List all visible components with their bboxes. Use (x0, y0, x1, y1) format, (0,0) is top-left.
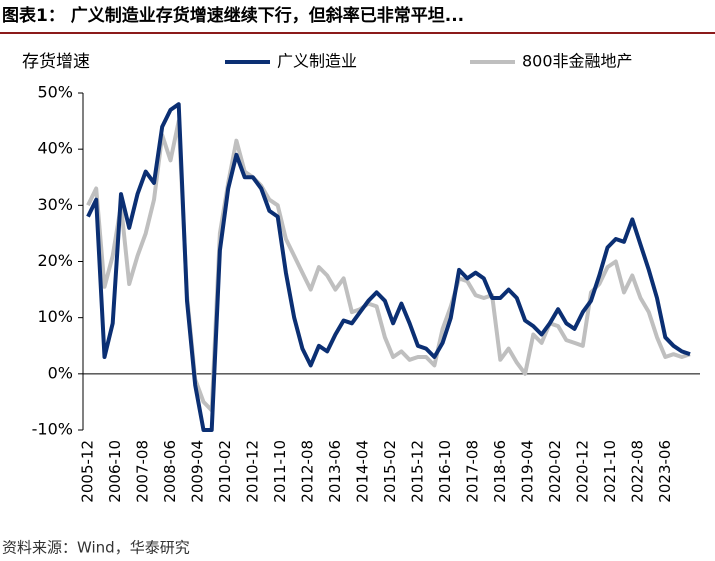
x-tick-label: 2021-10 (601, 440, 619, 503)
x-tick-label: 2023-06 (656, 440, 674, 503)
x-tick-label: 2010-02 (216, 440, 234, 503)
x-tick-label: 2022-08 (628, 440, 646, 503)
x-tick-label: 2005-12 (79, 440, 97, 503)
x-tick-label: 2006-10 (106, 440, 124, 503)
y-tick-label: 40% (37, 139, 73, 158)
x-tick-label: 2015-12 (408, 440, 426, 503)
x-tick-label: 2019-04 (518, 440, 536, 503)
y-tick-label: 20% (37, 251, 73, 270)
y-tick-label: -10% (32, 420, 73, 439)
y-tick-label: 50% (37, 83, 73, 102)
y-axis-label: 存货增速 (22, 52, 90, 72)
y-tick-label: 30% (37, 195, 73, 214)
x-tick-label: 2012-08 (298, 440, 316, 503)
x-tick-label: 2017-08 (463, 440, 481, 503)
x-tick-label: 2007-08 (133, 440, 151, 503)
x-tick-label: 2015-02 (381, 440, 399, 503)
x-tick-label: 2020-12 (573, 440, 591, 503)
x-tick-label: 2010-12 (243, 440, 261, 503)
series-line (86, 119, 691, 413)
y-tick-label: 10% (37, 307, 73, 326)
chart-title: 图表1： 广义制造业存货增速继续下行，但斜率已非常平坦... (2, 5, 464, 26)
x-tick-label: 2020-02 (546, 440, 564, 503)
x-tick-label: 2008-06 (161, 440, 179, 503)
source: 资料来源：Wind，华泰研究 (2, 539, 190, 557)
x-tick-label: 2016-10 (436, 440, 454, 503)
y-tick-label: 0% (48, 363, 73, 382)
x-tick-label: 2014-04 (353, 440, 371, 503)
x-tick-label: 2018-06 (491, 440, 509, 503)
x-tick-label: 2013-06 (326, 440, 344, 503)
x-tick-label: 2009-04 (188, 440, 206, 503)
legend-label: 800非金融地产 (522, 52, 633, 71)
x-tick-label: 2011-10 (271, 440, 289, 503)
series-line (86, 102, 691, 432)
legend-label: 广义制造业 (277, 52, 357, 71)
